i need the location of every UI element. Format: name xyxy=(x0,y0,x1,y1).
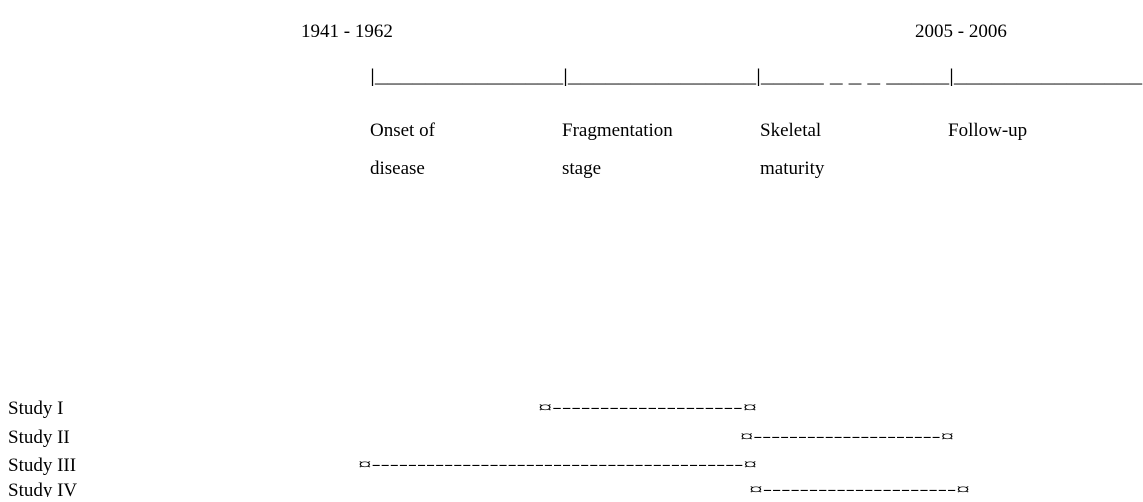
study-name: Study II xyxy=(8,427,70,448)
study-span: ¤---------------------¤ xyxy=(740,429,954,445)
stage-label: Follow-up xyxy=(948,120,1027,141)
study-name: Study III xyxy=(8,455,76,476)
stage-label: Fragmentation xyxy=(562,120,673,141)
stage-label: Skeletal xyxy=(760,120,821,141)
stage-label: disease xyxy=(370,158,425,179)
timeline-axis: |_______________|_______________|_____ _… xyxy=(370,66,1143,87)
study-name: Study IV xyxy=(8,480,77,497)
study-span: ¤---------------------------------------… xyxy=(358,457,757,473)
study-span: ¤---------------------¤ xyxy=(749,482,970,497)
study-name: Study I xyxy=(8,398,63,419)
start-period: 1941 - 1962 xyxy=(301,21,393,42)
study-span: ¤--------------------¤ xyxy=(538,400,757,416)
stage-label: maturity xyxy=(760,158,825,179)
end-period: 2005 - 2006 xyxy=(915,21,1007,42)
stage-label: stage xyxy=(562,158,601,179)
stage-label: Onset of xyxy=(370,120,436,141)
